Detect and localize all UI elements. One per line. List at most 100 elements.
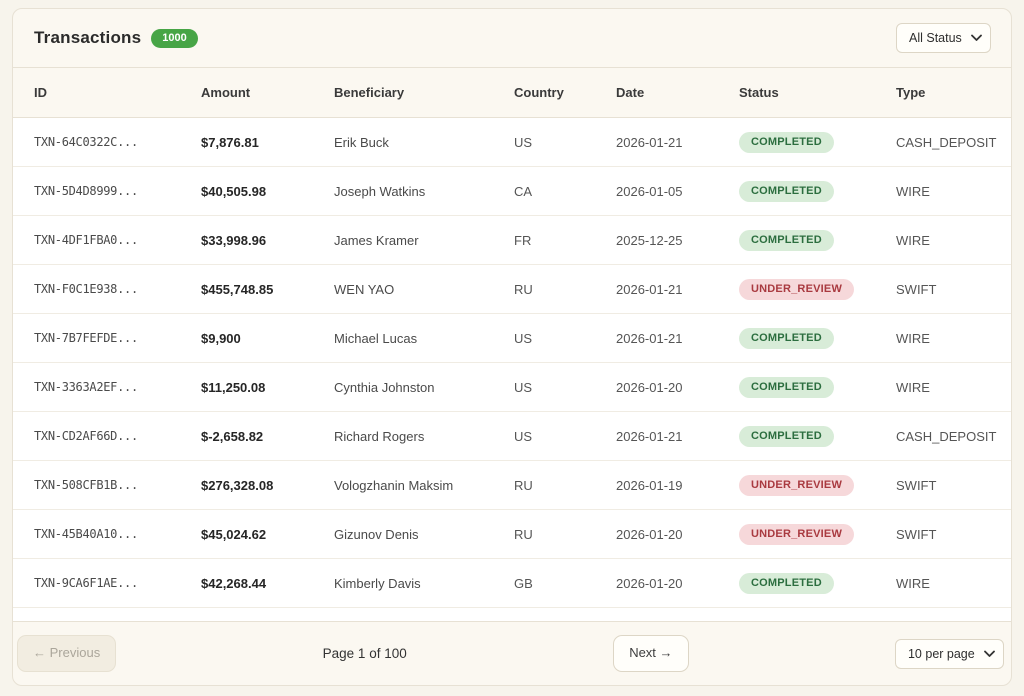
cell-amount: $455,748.85: [201, 281, 274, 297]
cell-id: TXN-508CFB1B...: [34, 478, 138, 492]
table-header-row: ID Amount Beneficiary Country Date Statu…: [13, 68, 1011, 118]
cell-country: RU: [514, 477, 533, 493]
status-filter-select[interactable]: All Status: [896, 23, 991, 53]
cell-type: WIRE: [896, 232, 930, 248]
cell-beneficiary: Michael Lucas: [334, 330, 418, 346]
page-title: Transactions: [34, 28, 142, 47]
cell-type: SWIFT: [896, 526, 937, 542]
cell-date: 2026-01-19: [616, 477, 683, 493]
cell-status: COMPLETED: [739, 425, 896, 447]
cell-type: SWIFT: [896, 477, 937, 493]
cell-country: US: [514, 330, 533, 346]
cell-type: SWIFT: [896, 281, 937, 297]
cell-date: 2025-12-25: [616, 232, 683, 248]
status-badge: COMPLETED: [739, 572, 834, 594]
cell-beneficiary: Richard Rogers: [334, 428, 425, 444]
cell-beneficiary: Cynthia Johnston: [334, 379, 435, 395]
cell-country: CA: [514, 183, 533, 199]
cell-country: US: [514, 134, 533, 150]
partial-row-strip: [13, 608, 1011, 621]
cell-id: TXN-45B40A10...: [34, 527, 138, 541]
cell-beneficiary: Kimberly Davis: [334, 575, 421, 591]
column-header-amount: Amount: [201, 85, 251, 100]
cell-country: US: [514, 379, 533, 395]
cell-id: TXN-CD2AF66D...: [34, 429, 138, 443]
status-badge: COMPLETED: [739, 180, 834, 202]
cell-amount: $-2,658.82: [201, 428, 264, 444]
table-row[interactable]: TXN-64C0322C... $7,876.81 Erik Buck US 2…: [13, 118, 1011, 167]
table-row[interactable]: TXN-508CFB1B... $276,328.08 Vologzhanin …: [13, 461, 1011, 510]
cell-date: 2026-01-20: [616, 575, 683, 591]
table-body: TXN-64C0322C... $7,876.81 Erik Buck US 2…: [13, 118, 1011, 608]
cell-amount: $7,876.81: [201, 134, 259, 150]
column-header-type: Type: [896, 85, 926, 100]
cell-date: 2026-01-21: [616, 428, 683, 444]
table-row[interactable]: TXN-CD2AF66D... $-2,658.82 Richard Roger…: [13, 412, 1011, 461]
next-page-button[interactable]: Next →: [613, 635, 689, 672]
column-header-date: Date: [616, 85, 645, 100]
cell-country: FR: [514, 232, 532, 248]
status-badge: UNDER_REVIEW: [739, 523, 855, 545]
table-row[interactable]: TXN-9CA6F1AE... $42,268.44 Kimberly Davi…: [13, 559, 1011, 608]
cell-status: COMPLETED: [739, 376, 896, 398]
column-header-id: ID: [34, 85, 47, 100]
status-badge: COMPLETED: [739, 327, 834, 349]
cell-status: COMPLETED: [739, 572, 896, 594]
cell-type: CASH_DEPOSIT: [896, 428, 997, 444]
cell-amount: $40,505.98: [201, 183, 267, 199]
status-badge: COMPLETED: [739, 376, 834, 398]
cell-beneficiary: Gizunov Denis: [334, 526, 419, 542]
table-row[interactable]: TXN-5D4D8999... $40,505.98 Joseph Watkin…: [13, 167, 1011, 216]
cell-type: CASH_DEPOSIT: [896, 134, 997, 150]
cell-type: WIRE: [896, 379, 930, 395]
cell-id: TXN-3363A2EF...: [34, 380, 138, 394]
cell-amount: $9,900: [201, 330, 241, 346]
cell-beneficiary: Vologzhanin Maksim: [334, 477, 454, 493]
cell-status: UNDER_REVIEW: [739, 474, 896, 496]
table-row[interactable]: TXN-F0C1E938... $455,748.85 WEN YAO RU 2…: [13, 265, 1011, 314]
cell-type: WIRE: [896, 183, 930, 199]
cell-beneficiary: James Kramer: [334, 232, 419, 248]
cell-amount: $42,268.44: [201, 575, 267, 591]
cell-beneficiary: Joseph Watkins: [334, 183, 426, 199]
transactions-card: Transactions 1000 All Status ID Amount B…: [12, 8, 1012, 686]
cell-beneficiary: Erik Buck: [334, 134, 389, 150]
cell-date: 2026-01-05: [616, 183, 683, 199]
table-row[interactable]: TXN-7B7FEFDE... $9,900 Michael Lucas US …: [13, 314, 1011, 363]
cell-status: UNDER_REVIEW: [739, 278, 896, 300]
pagination-footer: ← Previous Page 1 of 100 Next → 10 per p…: [13, 621, 1011, 685]
cell-id: TXN-5D4D8999...: [34, 184, 138, 198]
table-row[interactable]: TXN-45B40A10... $45,024.62 Gizunov Denis…: [13, 510, 1011, 559]
cell-type: WIRE: [896, 575, 930, 591]
cell-date: 2026-01-20: [616, 379, 683, 395]
status-badge: COMPLETED: [739, 229, 834, 251]
cell-status: COMPLETED: [739, 131, 896, 153]
table-row[interactable]: TXN-3363A2EF... $11,250.08 Cynthia Johns…: [13, 363, 1011, 412]
status-badge: UNDER_REVIEW: [739, 278, 855, 300]
cell-country: RU: [514, 281, 533, 297]
column-header-beneficiary: Beneficiary: [334, 85, 405, 100]
per-page-select[interactable]: 10 per page: [894, 638, 1004, 669]
status-badge: COMPLETED: [739, 425, 834, 447]
table-row[interactable]: TXN-4DF1FBA0... $33,998.96 James Kramer …: [13, 216, 1011, 265]
page-info: Page 1 of 100: [322, 646, 407, 661]
cell-type: WIRE: [896, 330, 930, 346]
cell-beneficiary: WEN YAO: [334, 281, 395, 297]
previous-page-button[interactable]: ← Previous: [17, 635, 117, 672]
cell-amount: $45,024.62: [201, 526, 267, 542]
cell-status: COMPLETED: [739, 180, 896, 202]
cell-id: TXN-F0C1E938...: [34, 282, 138, 296]
cell-status: COMPLETED: [739, 229, 896, 251]
cell-date: 2026-01-21: [616, 134, 683, 150]
cell-date: 2026-01-21: [616, 281, 683, 297]
cell-country: RU: [514, 526, 533, 542]
column-header-status: Status: [739, 85, 779, 100]
cell-country: US: [514, 428, 533, 444]
cell-status: UNDER_REVIEW: [739, 523, 896, 545]
column-header-country: Country: [514, 85, 564, 100]
status-badge: UNDER_REVIEW: [739, 474, 855, 496]
cell-id: TXN-7B7FEFDE...: [34, 331, 138, 345]
cell-id: TXN-64C0322C...: [34, 135, 138, 149]
status-badge: COMPLETED: [739, 131, 834, 153]
card-header: Transactions 1000 All Status: [13, 9, 1011, 68]
